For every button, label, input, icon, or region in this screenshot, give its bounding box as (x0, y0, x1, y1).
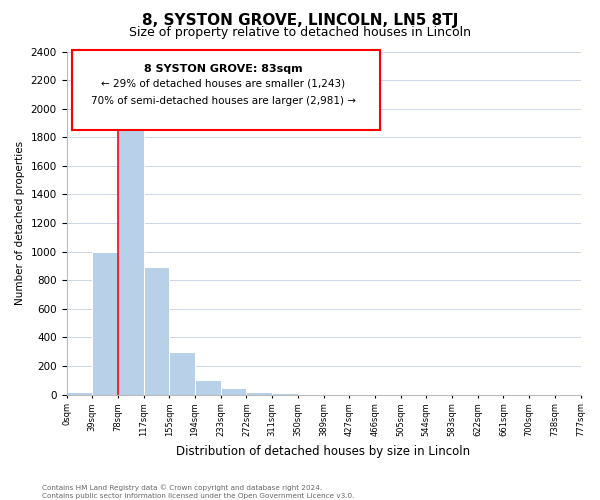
Bar (247, 392, 272, 394)
Bar (195, 380, 221, 394)
Y-axis label: Number of detached properties: Number of detached properties (15, 141, 25, 305)
Text: 70% of semi-detached houses are larger (2,981) →: 70% of semi-detached houses are larger (… (91, 96, 356, 106)
Bar (118, 128, 143, 394)
Text: Contains HM Land Registry data © Crown copyright and database right 2024.: Contains HM Land Registry data © Crown c… (42, 484, 322, 491)
Bar (143, 268, 169, 394)
Bar (272, 393, 298, 394)
Text: Size of property relative to detached houses in Lincoln: Size of property relative to detached ho… (129, 26, 471, 39)
Bar (67, 392, 92, 394)
FancyBboxPatch shape (71, 50, 380, 130)
Bar (221, 388, 247, 394)
Text: ← 29% of detached houses are smaller (1,243): ← 29% of detached houses are smaller (1,… (101, 79, 346, 89)
Text: 8, SYSTON GROVE, LINCOLN, LN5 8TJ: 8, SYSTON GROVE, LINCOLN, LN5 8TJ (142, 12, 458, 28)
Bar (169, 352, 195, 395)
Text: 8 SYSTON GROVE: 83sqm: 8 SYSTON GROVE: 83sqm (144, 64, 302, 74)
Text: Contains public sector information licensed under the Open Government Licence v3: Contains public sector information licen… (42, 493, 355, 499)
Bar (92, 252, 118, 394)
X-axis label: Distribution of detached houses by size in Lincoln: Distribution of detached houses by size … (176, 444, 470, 458)
